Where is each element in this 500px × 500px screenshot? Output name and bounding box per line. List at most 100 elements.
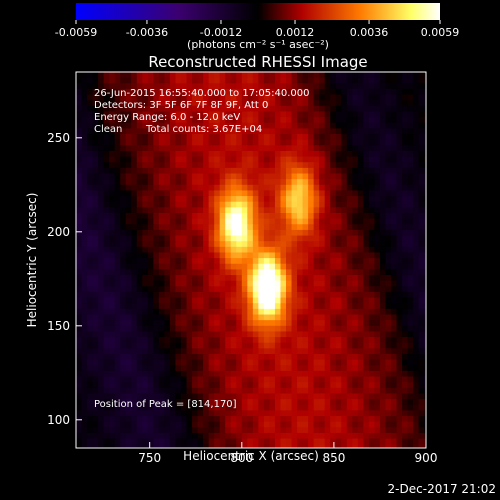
heatmap-cell bbox=[247, 320, 254, 327]
heatmap-cell bbox=[142, 421, 149, 428]
heatmap-cell bbox=[302, 128, 309, 135]
heatmap-cell bbox=[125, 190, 132, 197]
heatmap-cell bbox=[258, 258, 265, 265]
heatmap-cell bbox=[181, 382, 188, 389]
heatmap-cell bbox=[368, 291, 375, 299]
heatmap-cell bbox=[341, 117, 348, 124]
heatmap-cell bbox=[236, 88, 243, 96]
heatmap-cell bbox=[164, 156, 171, 163]
heatmap-cell bbox=[192, 275, 199, 282]
heatmap-cell bbox=[147, 365, 154, 372]
heatmap-cell bbox=[136, 139, 143, 146]
heatmap-cell bbox=[324, 150, 331, 158]
heatmap-cell bbox=[252, 77, 259, 84]
heatmap-cell bbox=[192, 88, 199, 96]
heatmap-cell bbox=[330, 365, 337, 372]
heatmap-cell bbox=[263, 150, 270, 158]
heatmap-cell bbox=[352, 427, 359, 434]
heatmap-cell bbox=[197, 416, 204, 423]
heatmap-cell bbox=[346, 139, 353, 146]
heatmap-cell bbox=[418, 432, 425, 440]
heatmap-cell bbox=[103, 179, 110, 186]
heatmap-cell bbox=[324, 122, 331, 129]
heatmap-cell bbox=[181, 269, 188, 276]
heatmap-cell bbox=[125, 150, 132, 158]
heatmap-cell bbox=[186, 246, 193, 253]
heatmap-cell bbox=[120, 348, 127, 355]
heatmap-cell bbox=[308, 162, 315, 169]
heatmap-cell bbox=[352, 94, 359, 101]
heatmap-cell bbox=[136, 275, 143, 282]
heatmap-cell bbox=[147, 376, 154, 383]
heatmap-cell bbox=[147, 100, 154, 107]
heatmap-cell bbox=[280, 139, 287, 146]
heatmap-cell bbox=[330, 331, 337, 338]
heatmap-cell bbox=[341, 269, 348, 276]
heatmap-cell bbox=[225, 100, 232, 107]
heatmap-cell bbox=[181, 331, 188, 338]
heatmap-cell bbox=[186, 432, 193, 440]
heatmap-cell bbox=[252, 404, 259, 411]
heatmap-cell bbox=[357, 325, 364, 332]
heatmap-cell bbox=[418, 359, 425, 366]
heatmap-cell bbox=[219, 303, 226, 310]
heatmap-cell bbox=[357, 229, 364, 237]
heatmap-cell bbox=[98, 100, 105, 107]
heatmap-cell bbox=[352, 286, 359, 293]
heatmap-cell bbox=[330, 150, 337, 158]
heatmap-cell bbox=[374, 416, 381, 423]
heatmap-cell bbox=[225, 145, 232, 152]
heatmap-cell bbox=[98, 201, 105, 208]
heatmap-cell bbox=[142, 77, 149, 84]
heatmap-cell bbox=[125, 184, 132, 191]
heatmap-cell bbox=[286, 207, 293, 214]
heatmap-cell bbox=[208, 162, 215, 169]
heatmap-cell bbox=[98, 218, 105, 225]
heatmap-cell bbox=[385, 83, 392, 90]
heatmap-cell bbox=[258, 444, 265, 448]
heatmap-cell bbox=[147, 303, 154, 310]
heatmap-cell bbox=[379, 325, 386, 332]
heatmap-cell bbox=[142, 370, 149, 378]
heatmap-cell bbox=[214, 213, 221, 220]
heatmap-cell bbox=[197, 128, 204, 135]
heatmap-cell bbox=[346, 444, 353, 448]
heatmap-cell bbox=[424, 410, 426, 417]
heatmap-cell bbox=[274, 246, 281, 253]
heatmap-cell bbox=[181, 444, 188, 448]
heatmap-cell bbox=[269, 382, 276, 389]
heatmap-cell bbox=[357, 162, 364, 169]
heatmap-cell bbox=[346, 179, 353, 186]
heatmap-cell bbox=[335, 399, 342, 406]
heatmap-cell bbox=[407, 297, 414, 304]
heatmap-cell bbox=[274, 444, 281, 448]
heatmap-cell bbox=[219, 94, 226, 101]
heatmap-cell bbox=[374, 111, 381, 118]
heatmap-cell bbox=[413, 252, 420, 259]
heatmap-cell bbox=[225, 297, 232, 304]
heatmap-cell bbox=[407, 331, 414, 338]
heatmap-cell bbox=[357, 105, 364, 112]
heatmap-cell bbox=[324, 213, 331, 220]
heatmap-cell bbox=[402, 218, 409, 225]
heatmap-cell bbox=[402, 184, 409, 191]
heatmap-cell bbox=[136, 291, 143, 299]
heatmap-cell bbox=[291, 88, 298, 96]
heatmap-cell bbox=[280, 354, 287, 361]
heatmap-cell bbox=[379, 297, 386, 304]
heatmap-cell bbox=[164, 179, 171, 186]
heatmap-cell bbox=[413, 444, 420, 448]
heatmap-cell bbox=[407, 122, 414, 129]
heatmap-cell bbox=[252, 269, 259, 276]
heatmap-cell bbox=[297, 105, 304, 112]
heatmap-cell bbox=[241, 94, 248, 101]
heatmap-cell bbox=[379, 207, 386, 214]
heatmap-cell bbox=[418, 156, 425, 163]
heatmap-cell bbox=[352, 280, 359, 287]
heatmap-cell bbox=[286, 77, 293, 84]
heatmap-cell bbox=[114, 308, 121, 316]
heatmap-cell bbox=[335, 376, 342, 383]
heatmap-cell bbox=[125, 117, 132, 124]
heatmap-cell bbox=[274, 150, 281, 158]
heatmap-cell bbox=[230, 258, 237, 265]
